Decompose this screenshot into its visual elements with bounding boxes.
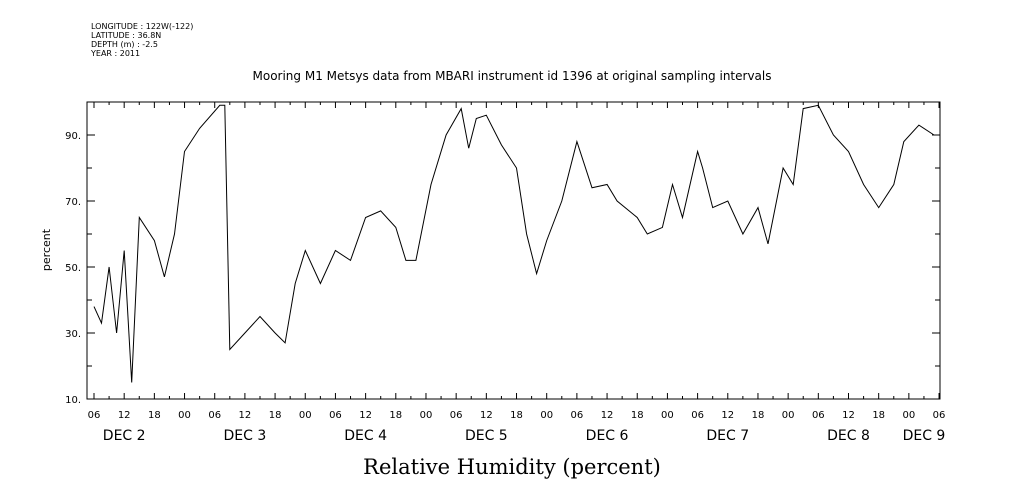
- x-tick-label: 18: [872, 410, 885, 421]
- x-tick-label: 18: [631, 410, 644, 421]
- x-tick-label: 00: [661, 410, 674, 421]
- x-tick-label: 12: [721, 410, 734, 421]
- x-tick-label: 00: [299, 410, 312, 421]
- latitude-text: LATITUDE : 36.8N: [91, 31, 162, 40]
- x-tick-label: 06: [812, 410, 825, 421]
- x-day-label: DEC 2: [103, 428, 146, 444]
- x-tick-label: 18: [148, 410, 161, 421]
- x-tick-label: 18: [752, 410, 765, 421]
- x-tick-label: 00: [540, 410, 553, 421]
- x-day-label: DEC 6: [586, 428, 629, 444]
- x-day-label: DEC 4: [344, 428, 387, 444]
- depth-text: DEPTH (m) : -2.5: [91, 40, 158, 49]
- x-tick-label: 12: [480, 410, 493, 421]
- x-tick-label: 06: [450, 410, 463, 421]
- humidity-series-line: [93, 104, 935, 383]
- x-tick-label: 00: [178, 410, 191, 421]
- x-tick-label: 18: [269, 410, 282, 421]
- x-tick-label: 06: [933, 410, 946, 421]
- x-tick-label: 12: [239, 410, 252, 421]
- x-tick-label: 06: [691, 410, 704, 421]
- x-day-label: DEC 9: [903, 428, 946, 444]
- x-tick-label: 06: [208, 410, 221, 421]
- x-tick-label: 12: [118, 410, 131, 421]
- x-tick-label: 12: [601, 410, 614, 421]
- y-axis: 10. 30. 50. 70. 90.: [65, 101, 940, 406]
- x-tick-label: 18: [389, 410, 402, 421]
- x-tick-label: 00: [782, 410, 795, 421]
- x-tick-label: 18: [510, 410, 523, 421]
- x-tick-label: 06: [329, 410, 342, 421]
- longitude-text: LONGITUDE : 122W(-122): [91, 22, 194, 31]
- x-tick-label: 00: [420, 410, 433, 421]
- y-tick-label: 90.: [65, 131, 81, 142]
- y-tick-label: 50.: [65, 263, 81, 274]
- x-tick-label: 06: [88, 410, 101, 421]
- y-axis-label: percent: [40, 228, 53, 271]
- x-day-label: DEC 3: [224, 428, 267, 444]
- x-tick-label: 06: [571, 410, 584, 421]
- x-day-label: DEC 7: [706, 428, 749, 444]
- x-day-label: DEC 5: [465, 428, 508, 444]
- x-axis: 06 12 18 00 06 12 18 00 06 12 18 00 06 12 18 00 06 12 18 00…: [88, 102, 946, 444]
- x-tick-label: 00: [902, 410, 915, 421]
- x-tick-label: 12: [842, 410, 855, 421]
- metadata-block: LONGITUDE : 122W(-122) LATITUDE : 36.8N …: [91, 22, 193, 58]
- year-text: YEAR : 2011: [91, 49, 141, 58]
- x-tick-label: 12: [359, 410, 372, 421]
- y-tick-label: 10.: [65, 395, 81, 406]
- y-tick-label: 70.: [65, 197, 81, 208]
- plot-frame: [86, 101, 941, 400]
- x-axis-label: Relative Humidity (percent): [363, 455, 661, 479]
- x-day-label: DEC 8: [827, 428, 870, 444]
- y-tick-label: 30.: [65, 329, 81, 340]
- chart-title: Mooring M1 Metsys data from MBARI instru…: [253, 69, 772, 83]
